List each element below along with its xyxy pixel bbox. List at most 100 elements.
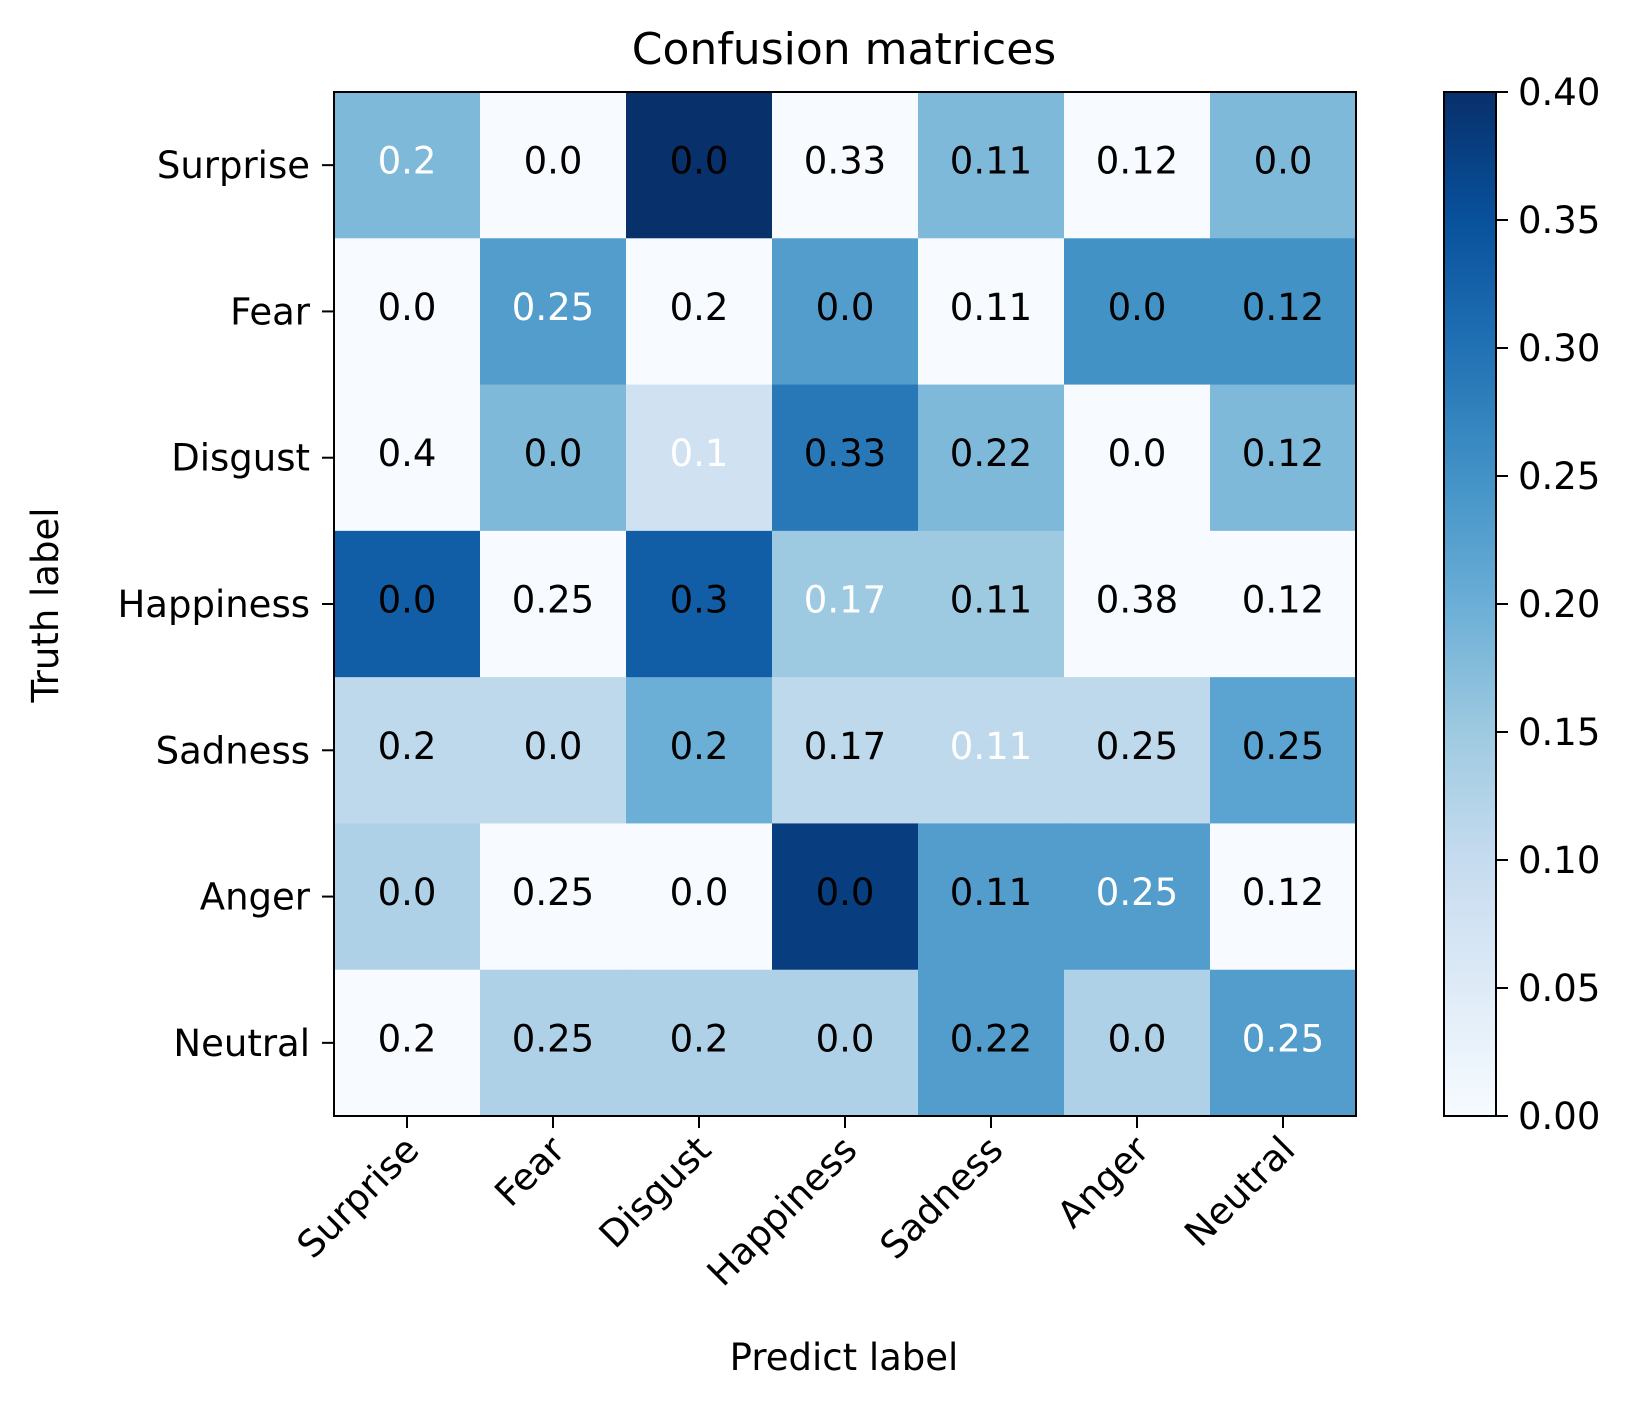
cell-value-label: 0.25 [1242,1017,1324,1060]
heatmap-cell [772,238,919,386]
y-tick-label: Surprise [157,144,310,187]
heatmap-cell [918,92,1065,239]
heatmap-cell [1210,969,1357,1117]
cell-value-label: 0.0 [1108,432,1167,475]
cell-value-label: 0.11 [950,725,1032,768]
y-tick-label: Disgust [171,437,310,480]
cell-value-label: 0.11 [950,579,1032,622]
heatmap-cell [626,530,773,678]
cell-value-label: 0.0 [816,871,875,914]
heatmap-cell [334,92,481,239]
heatmap-cell [918,238,1065,386]
colorbar-tick-label: 0.35 [1518,199,1600,242]
heatmap-cell [626,969,773,1117]
chart-title: Confusion matrices [632,24,1056,75]
cell-value-label: 0.0 [378,871,437,914]
cell-value-label: 0.12 [1242,286,1324,329]
x-tick-label: Happiness [699,1128,866,1295]
heatmap-cells [334,92,1357,1117]
heatmap-cell [1064,677,1211,824]
heatmap-cell [1064,238,1211,386]
cell-value-label: 0.0 [378,579,437,622]
x-axis-label: Predict label [730,1336,959,1379]
cell-value-label: 0.38 [1096,579,1178,622]
cell-value-label: 0.2 [670,286,729,329]
cell-value-label: 0.11 [950,871,1032,914]
heatmap-cell [918,530,1065,678]
cell-value-label: 0.33 [804,432,886,475]
y-tick-label: Fear [230,290,311,333]
heatmap-cell [1064,969,1211,1117]
heatmap-cell [1064,823,1211,971]
heatmap-cell [334,384,481,532]
y-tick-label: Anger [200,876,311,919]
heatmap-cell [480,823,627,971]
heatmap-cell [480,238,627,386]
heatmap-cell [480,530,627,678]
x-tick-label: Fear [486,1127,573,1214]
cell-value-label: 0.11 [950,286,1032,329]
heatmap-cell [772,530,919,678]
cell-value-label: 0.17 [804,725,886,768]
colorbar-tick-label: 0.10 [1518,839,1600,882]
heatmap-cell [1064,92,1211,239]
heatmap-cell [1210,823,1357,971]
cell-value-label: 0.2 [378,1017,437,1060]
cell-value-label: 0.2 [670,1017,729,1060]
colorbar-ticks: 0.00 0.05 0.10 0.15 0.20 0.25 0.30 0.35 0.40 [1496,71,1600,1138]
cell-value-label: 0.4 [378,432,437,475]
cell-value-label: 0.0 [816,286,875,329]
heatmap-cell [626,384,773,532]
heatmap-cell [772,677,919,824]
heatmap-cell [1210,238,1357,386]
cell-value-label: 0.25 [512,286,594,329]
heatmap-cell [1210,384,1357,532]
heatmap-cell [1064,384,1211,532]
heatmap-cell [1210,677,1357,824]
x-tick-label: Anger [1049,1127,1158,1236]
heatmap-cell [334,530,481,678]
colorbar-tick-label: 0.25 [1518,455,1600,498]
y-axis-label: Truth label [24,507,67,703]
colorbar-tick-label: 0.15 [1518,711,1600,754]
cell-value-label: 0.2 [378,725,437,768]
cell-value-label: 0.3 [670,579,729,622]
cell-value-label: 0.25 [1096,725,1178,768]
heatmap-cell [626,677,773,824]
x-tick-label: Surprise [289,1128,428,1267]
heatmap-cell [334,677,481,824]
cell-value-label: 0.2 [378,140,437,183]
x-tick-label: Disgust [591,1128,720,1257]
x-tick-label: Neutral [1176,1128,1303,1255]
cell-value-label: 0.0 [524,725,583,768]
heatmap-cell [1210,530,1357,678]
heatmap-cell [334,969,481,1117]
heatmap-cell [918,677,1065,824]
cell-value-label: 0.12 [1242,871,1324,914]
cell-value-label: 0.0 [670,871,729,914]
cell-value-label: 0.22 [950,1017,1032,1060]
colorbar-tick-label: 0.40 [1518,71,1600,114]
cell-value-label: 0.25 [1096,871,1178,914]
heatmap-cell [626,238,773,386]
cell-value-label: 0.0 [816,1017,875,1060]
cell-value-label: 0.12 [1242,579,1324,622]
heatmap-cell [480,92,627,239]
heatmap-cell [334,238,481,386]
heatmap-cell [334,823,481,971]
heatmap-cell [480,677,627,824]
y-axis-ticks: Surprise Fear Disgust Happiness Sadness Anger… [117,144,334,1065]
cell-value-label: 0.0 [1108,1017,1167,1060]
heatmap-cell [1210,92,1357,239]
heatmap-cell-labels: 0.2 0.0 0.0 0.33 0.11 0.12 0.0 0.0 0.25 0.2 0.0 0.1… [378,140,1325,1061]
colorbar-tick-label: 0.00 [1518,1095,1600,1138]
colorbar-tick-label: 0.20 [1518,583,1600,626]
cell-value-label: 0.0 [378,286,437,329]
heatmap-cell [626,823,773,971]
cell-value-label: 0.0 [1108,286,1167,329]
heatmap-cell [918,384,1065,532]
heatmap-cell [772,92,919,239]
y-tick-label: Sadness [156,729,310,772]
cell-value-label: 0.0 [1254,140,1313,183]
